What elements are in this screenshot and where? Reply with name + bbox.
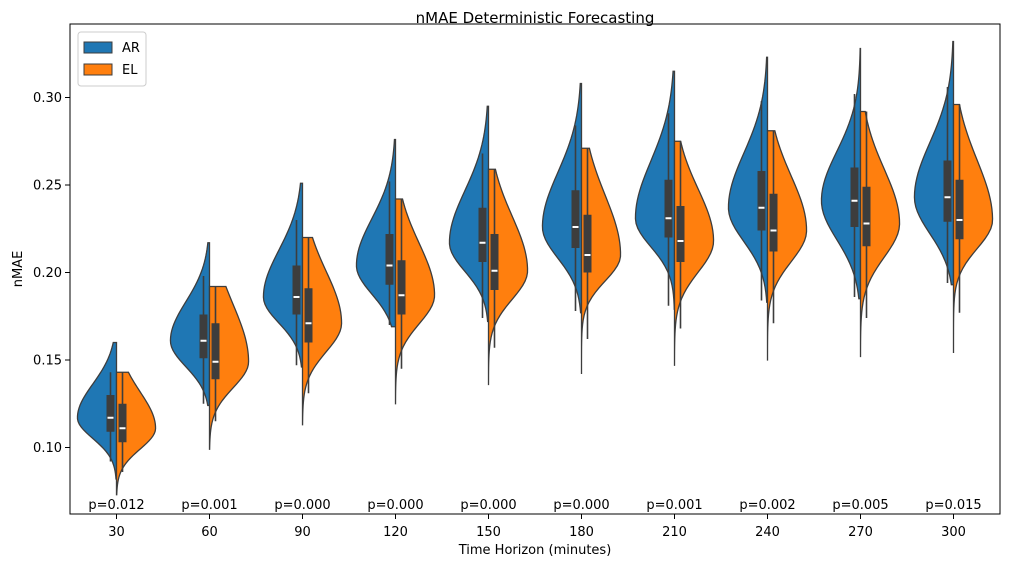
p-value-label: p=0.005: [832, 498, 888, 513]
legend: AR EL: [77, 31, 147, 87]
y-tick-label: 0.25: [33, 179, 62, 194]
iqr-box-ar-180: [571, 190, 580, 248]
y-tick-label: 0.10: [33, 441, 62, 456]
iqr-box-ar-210: [664, 179, 673, 238]
p-value-label: p=0.002: [739, 498, 795, 513]
x-tick-label: 300: [941, 525, 966, 540]
legend-swatch-ar: [83, 41, 113, 54]
violin-el-150: [487, 168, 529, 386]
legend-swatch-el: [83, 63, 113, 76]
violin-el-90: [301, 236, 343, 426]
iqr-box-el-300: [955, 179, 964, 240]
violin-el-240: [766, 130, 808, 361]
iqr-box-ar-150: [478, 207, 487, 262]
x-tick-label: 210: [662, 525, 687, 540]
violin-ar-270: [820, 47, 862, 300]
p-value-label: p=0.001: [646, 498, 702, 513]
violin-el-210: [673, 140, 715, 366]
y-axis: 0.10 0.15 0.20 0.25 0.30: [33, 91, 70, 456]
iqr-box-ar-60: [199, 314, 208, 359]
x-axis-label: Time Horizon (minutes): [458, 543, 612, 558]
iqr-box-el-150: [490, 234, 499, 290]
violin-el-270: [859, 110, 901, 358]
iqr-box-el-90: [304, 288, 313, 343]
p-value-label: p=0.000: [460, 498, 516, 513]
iqr-box-ar-120: [385, 234, 394, 285]
p-value-label: p=0.000: [553, 498, 609, 513]
y-axis-label: nMAE: [11, 251, 26, 288]
violin-ar-240: [727, 56, 769, 303]
p-value-label: p=0.000: [274, 498, 330, 513]
violin-ar-150: [448, 105, 490, 323]
x-tick-label: 270: [848, 525, 873, 540]
legend-label-el: EL: [122, 63, 138, 78]
violin-ar-180: [541, 82, 583, 314]
violin-el-120: [394, 198, 436, 405]
y-tick-label: 0.15: [33, 354, 62, 369]
iqr-box-ar-30: [106, 395, 115, 432]
iqr-box-el-270: [862, 186, 871, 247]
violin-el-30: [115, 371, 157, 496]
x-tick-label: 240: [755, 525, 780, 540]
iqr-box-ar-270: [850, 167, 859, 227]
x-tick-label: 120: [383, 525, 408, 540]
iqr-box-el-240: [769, 193, 778, 252]
chart-title: nMAE Deterministic Forecasting: [416, 9, 655, 27]
iqr-box-el-210: [676, 206, 685, 262]
y-tick-label: 0.30: [33, 91, 62, 106]
iqr-box-el-120: [397, 260, 406, 315]
violin-ar-90: [262, 182, 304, 368]
p-value-label: p=0.000: [367, 498, 423, 513]
box-group: [106, 87, 964, 472]
iqr-box-el-180: [583, 214, 592, 273]
x-tick-label: 90: [294, 525, 311, 540]
violin-el-300: [952, 103, 994, 353]
violin-el-180: [580, 147, 622, 374]
iqr-box-ar-90: [292, 265, 301, 315]
p-value-label: p=0.015: [925, 498, 981, 513]
x-tick-label: 180: [569, 525, 594, 540]
iqr-box-el-60: [211, 323, 220, 380]
x-tick-label: 30: [108, 525, 125, 540]
p-value-label: p=0.012: [88, 498, 144, 513]
iqr-box-el-30: [118, 403, 127, 443]
x-tick-label: 150: [476, 525, 501, 540]
x-axis: 30 60 90 120 150 180 210 240 270 300: [108, 514, 966, 540]
p-value-annotations: p=0.012 p=0.001 p=0.000 p=0.000 p=0.000 p=0.0…: [88, 498, 981, 513]
iqr-box-ar-300: [943, 160, 952, 222]
violin-ar-300: [913, 40, 955, 286]
iqr-box-ar-240: [757, 171, 766, 231]
legend-label-ar: AR: [122, 41, 140, 56]
violin-group: [76, 40, 994, 496]
plot-frame: [69, 23, 1001, 515]
y-tick-label: 0.20: [33, 266, 62, 281]
p-value-label: p=0.001: [181, 498, 237, 513]
x-tick-label: 60: [201, 525, 218, 540]
violin-ar-60: [169, 242, 211, 407]
